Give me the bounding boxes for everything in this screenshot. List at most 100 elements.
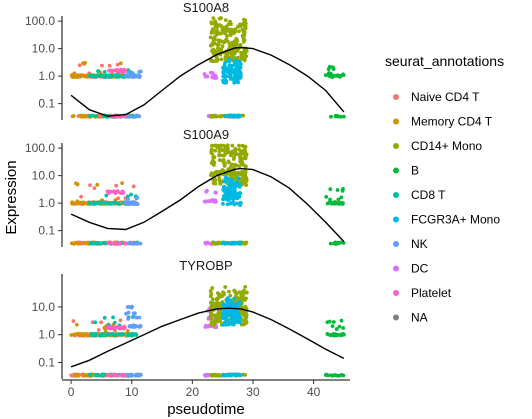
data-point [220, 294, 225, 298]
y-tick-label: 100.0 [25, 14, 55, 28]
legend-swatch [393, 265, 399, 272]
data-point [231, 188, 236, 193]
x-axis-title: pseudotime [167, 401, 245, 418]
data-point [226, 321, 231, 326]
data-point [115, 373, 119, 378]
data-point [224, 114, 228, 119]
data-point [215, 25, 220, 29]
data-point [220, 148, 225, 152]
data-point [228, 298, 233, 303]
data-point [125, 305, 130, 309]
data-point [203, 240, 208, 245]
x-tick-label: 40 [307, 385, 321, 399]
data-point [104, 193, 109, 198]
data-point [341, 326, 346, 330]
data-point [205, 74, 210, 79]
data-point [210, 286, 215, 290]
data-point [211, 37, 216, 42]
data-point [208, 289, 213, 293]
data-point [230, 181, 235, 186]
data-point [94, 114, 99, 119]
trend-line [70, 167, 345, 243]
data-point [222, 308, 226, 313]
data-point [125, 329, 130, 333]
data-point [231, 171, 236, 175]
data-point [95, 241, 100, 246]
data-point [125, 333, 130, 337]
data-point [244, 153, 248, 157]
data-point [134, 196, 139, 201]
data-point [217, 39, 221, 44]
data-point [230, 40, 234, 45]
data-point [211, 240, 216, 245]
data-point [243, 241, 248, 246]
data-point [209, 171, 214, 176]
data-point [82, 241, 87, 245]
data-point [229, 113, 233, 118]
data-point [137, 324, 141, 329]
legend-item: FCGR3A+ Mono [393, 213, 500, 227]
panel-title: TYROBP [179, 258, 232, 273]
legend-swatch [393, 216, 399, 223]
data-point [243, 19, 247, 24]
data-point [225, 66, 230, 71]
data-point [236, 176, 241, 181]
data-point [106, 332, 111, 337]
data-point [129, 192, 133, 197]
data-point [230, 241, 235, 246]
data-point [335, 188, 340, 192]
data-point [237, 319, 242, 324]
data-point [238, 191, 243, 196]
data-point [210, 158, 215, 163]
data-point [95, 373, 100, 378]
data-point [123, 73, 128, 78]
data-point [337, 241, 342, 245]
data-point [93, 333, 97, 338]
data-point [222, 40, 227, 45]
data-point [228, 43, 233, 48]
data-point [233, 185, 238, 189]
data-point [225, 309, 230, 314]
legend-label: Memory CD4 T [411, 115, 493, 129]
data-point [102, 70, 107, 74]
data-point [243, 316, 248, 321]
data-point [334, 114, 338, 118]
data-point [227, 167, 231, 172]
data-point [225, 302, 229, 307]
data-point [217, 317, 222, 322]
y-tick-label: 0.1 [38, 355, 55, 369]
data-point [241, 55, 245, 60]
data-point [214, 114, 219, 119]
data-point [231, 28, 236, 33]
data-point [210, 114, 215, 118]
data-point [74, 322, 79, 327]
data-point [211, 16, 216, 21]
data-point [99, 200, 104, 205]
data-point [129, 201, 134, 206]
data-point [203, 373, 207, 377]
data-point [79, 194, 84, 199]
data-point [237, 143, 241, 148]
x-tick-label: 10 [125, 385, 139, 399]
data-point [341, 72, 345, 77]
data-point [324, 373, 328, 377]
data-point [233, 317, 238, 322]
trend-line [70, 307, 345, 368]
data-point [209, 143, 214, 148]
data-point [221, 314, 226, 319]
data-point [80, 332, 85, 337]
trend-line [70, 46, 345, 117]
data-point [234, 320, 239, 325]
panel-s100a8: S100A8 0.1 1.0 10.0 100.0 [25, 0, 346, 120]
data-point [93, 320, 98, 325]
data-point [137, 74, 142, 79]
data-point [243, 304, 248, 309]
data-point [243, 25, 248, 30]
data-point [70, 201, 75, 206]
data-point [324, 195, 329, 199]
data-point [138, 69, 143, 74]
data-point [114, 183, 119, 188]
data-point [90, 74, 95, 79]
data-point [110, 332, 115, 336]
data-point [333, 333, 337, 338]
